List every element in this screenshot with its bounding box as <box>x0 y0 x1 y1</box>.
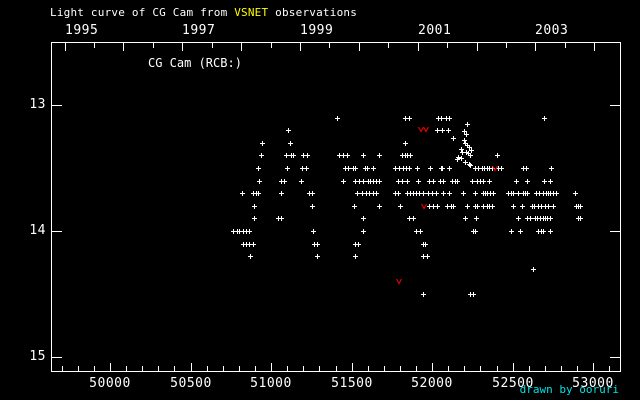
top-axis-year-label: 1997 <box>182 23 216 38</box>
plot-border <box>51 42 621 372</box>
top-axis-year-label: 1999 <box>300 23 334 38</box>
top-axis-year-label: 2001 <box>418 23 452 38</box>
credit-label: drawn by ooruri <box>519 383 619 396</box>
bottom-axis-jd-label: 51000 <box>250 376 292 391</box>
left-axis-mag-label: 13 <box>29 97 46 112</box>
bottom-axis-jd-label: 53000 <box>572 376 614 391</box>
bottom-axis-jd-label: 50000 <box>89 376 131 391</box>
bottom-axis-jd-label: 52500 <box>492 376 534 391</box>
title-vsnet-highlight: VSNET <box>234 6 269 19</box>
page-title: Light curve of CG Cam from VSNET observa… <box>50 6 357 19</box>
star-name-label: CG Cam (RCB:) <box>148 56 242 70</box>
title-suffix: observations <box>268 6 358 19</box>
top-axis-year-label: 2003 <box>535 23 569 38</box>
data-points-visual <box>231 116 583 297</box>
axis-ticks <box>52 43 620 371</box>
title-prefix: Light curve of CG Cam from <box>50 6 235 19</box>
bottom-axis-jd-label: 51500 <box>331 376 373 391</box>
bottom-axis-jd-label: 50500 <box>170 376 212 391</box>
left-axis-mag-label: 14 <box>29 223 46 238</box>
bottom-axis-jd-label: 52000 <box>411 376 453 391</box>
left-axis-mag-label: 15 <box>29 349 46 364</box>
top-axis-year-label: 1995 <box>65 23 99 38</box>
data-points-upper-limit <box>395 126 499 285</box>
